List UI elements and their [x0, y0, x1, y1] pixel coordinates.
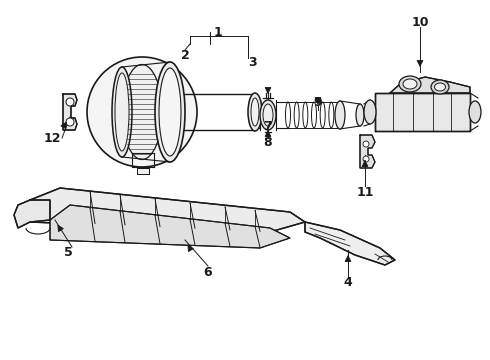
Ellipse shape	[155, 62, 185, 162]
Ellipse shape	[435, 83, 445, 91]
Polygon shape	[30, 188, 305, 232]
Circle shape	[66, 118, 74, 126]
Text: 5: 5	[64, 246, 73, 258]
Ellipse shape	[248, 93, 262, 131]
Circle shape	[363, 156, 369, 162]
Ellipse shape	[122, 64, 162, 159]
Text: 9: 9	[314, 95, 322, 108]
Ellipse shape	[251, 98, 259, 126]
Text: 6: 6	[204, 266, 212, 279]
Ellipse shape	[399, 76, 421, 92]
Ellipse shape	[403, 79, 417, 89]
Text: 4: 4	[343, 275, 352, 288]
Polygon shape	[305, 222, 395, 265]
Circle shape	[363, 141, 369, 147]
Polygon shape	[375, 93, 470, 131]
Ellipse shape	[364, 100, 376, 124]
Ellipse shape	[260, 100, 276, 130]
Text: 11: 11	[356, 185, 374, 198]
Polygon shape	[360, 135, 375, 168]
Circle shape	[87, 57, 197, 167]
Ellipse shape	[112, 67, 132, 157]
Text: 2: 2	[181, 49, 189, 62]
Ellipse shape	[469, 101, 481, 123]
Circle shape	[66, 98, 74, 106]
Polygon shape	[50, 205, 290, 248]
Polygon shape	[390, 77, 470, 93]
Text: 7: 7	[264, 120, 272, 132]
Text: 3: 3	[247, 55, 256, 68]
Text: 8: 8	[264, 135, 272, 149]
Text: 1: 1	[214, 26, 222, 39]
Polygon shape	[137, 168, 149, 174]
Polygon shape	[14, 200, 50, 228]
Text: 10: 10	[411, 15, 429, 28]
Text: 12: 12	[43, 131, 61, 144]
Ellipse shape	[356, 104, 364, 126]
Ellipse shape	[115, 73, 129, 151]
Ellipse shape	[263, 104, 273, 126]
Ellipse shape	[335, 101, 345, 129]
Polygon shape	[63, 94, 77, 130]
Ellipse shape	[159, 68, 181, 156]
Ellipse shape	[431, 80, 449, 94]
